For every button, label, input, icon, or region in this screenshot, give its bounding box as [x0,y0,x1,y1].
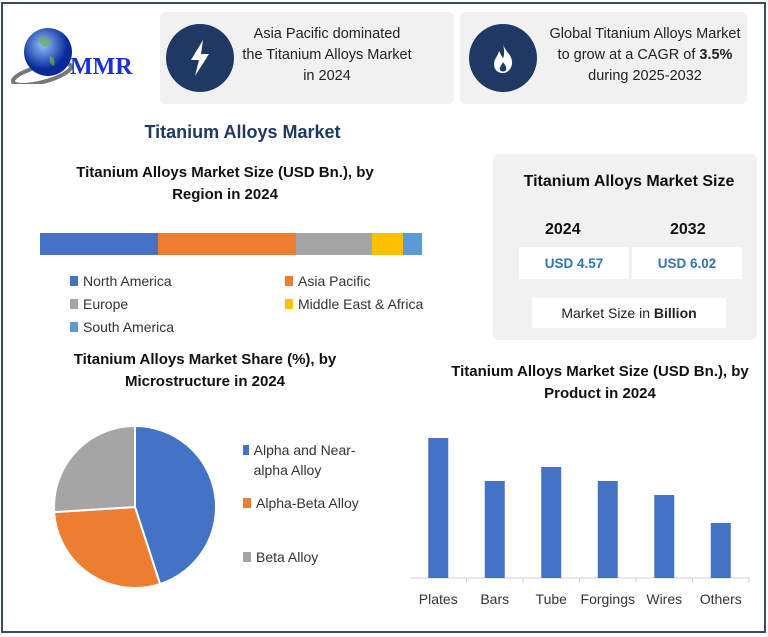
pie-slice-1 [53,505,162,589]
cagr-text-post: during 2025-2032 [588,68,702,84]
product-bar-chart [410,438,750,583]
bar-forgings [597,481,618,578]
flame-icon [469,24,537,92]
region-segment-middle-east-africa [372,233,403,255]
insight-card-region: Asia Pacific dominated the Titanium Allo… [160,12,454,104]
legend-item: Middle East & Africa [285,296,423,312]
legend-label: Alpha and Near-alpha Alloy [253,442,356,478]
legend-label: Middle East & Africa [298,296,424,312]
bar-plates [428,438,449,578]
region-segment-south-america [402,233,422,255]
legend-item: Asia Pacific [285,273,370,289]
market-size-title: Titanium Alloys Market Size [523,173,735,190]
region-stacked-bar [40,233,422,255]
cagr-value: 3.5% [699,47,733,63]
note-unit: Billion [653,305,697,321]
legend-swatch [70,299,78,309]
legend-swatch [70,276,78,286]
legend-swatch [243,445,249,455]
lightning-icon [166,24,234,92]
page-title: Titanium Alloys Market [144,122,341,142]
region-segment-asia-pacific [158,233,296,255]
mmr-logo: MMR [10,24,155,87]
x-tick-label: Tube [535,591,567,607]
legend-swatch [70,322,78,332]
legend-swatch [285,276,293,286]
logo-text: MMR [70,54,133,80]
x-tick-label: Plates [418,591,458,607]
year-2032-label: 2032 [670,221,706,238]
insight-text: Asia Pacific dominated the Titanium Allo… [242,26,412,84]
legend-item: Alpha and Near-alpha Alloy [243,440,373,480]
insight-card-cagr: Global Titanium Alloys Market to grow at… [460,12,747,104]
cagr-text-pre: Global Titanium Alloys Market to grow at… [549,26,741,63]
x-tick-label: Others [699,591,742,607]
legend-label: Beta Alloy [256,549,319,565]
note-text: Market Size in [561,305,654,321]
pie-slice-2 [53,424,136,514]
bar-tube [541,467,562,578]
x-tick-label: Bars [480,591,510,607]
legend-item: North America [70,273,172,289]
legend-label: Alpha-Beta Alloy [256,495,359,511]
x-tick-label: Wires [646,591,683,607]
x-tick-label: Forgings [580,591,635,607]
bar-bars [484,481,505,578]
market-size-box: Titanium Alloys Market Size 2024 2032 US… [493,154,757,340]
legend-item: Europe [70,296,128,312]
region-segment-north-america [40,233,159,255]
legend-label: North America [83,273,172,289]
legend-label: Asia Pacific [298,273,371,289]
legend-label: Europe [83,296,129,312]
legend-label: South America [83,319,175,335]
legend-swatch [243,498,251,508]
region-segment-europe [295,233,373,255]
value-2032: USD 6.02 [632,247,742,279]
market-size-note: Market Size in Billion [532,298,726,328]
region-chart-title: Titanium Alloys Market Size (USD Bn.), b… [76,164,374,203]
pie-slice-0 [134,424,217,586]
legend-item: South America [70,319,174,335]
legend-swatch [285,299,293,309]
legend-item: Alpha-Beta Alloy [243,493,373,513]
legend-swatch [243,552,251,562]
microstructure-chart-title: Titanium Alloys Market Share (%), by Mic… [73,351,337,390]
year-2024-label: 2024 [545,221,581,238]
bar-others [710,523,731,578]
value-2024: USD 4.57 [519,247,629,279]
insight-text: Global Titanium Alloys Market to grow at… [545,24,745,87]
product-chart-title: Titanium Alloys Market Size (USD Bn.), b… [451,363,749,402]
microstructure-pie [53,424,217,589]
bar-wires [654,495,675,578]
legend-item: Beta Alloy [243,547,373,567]
